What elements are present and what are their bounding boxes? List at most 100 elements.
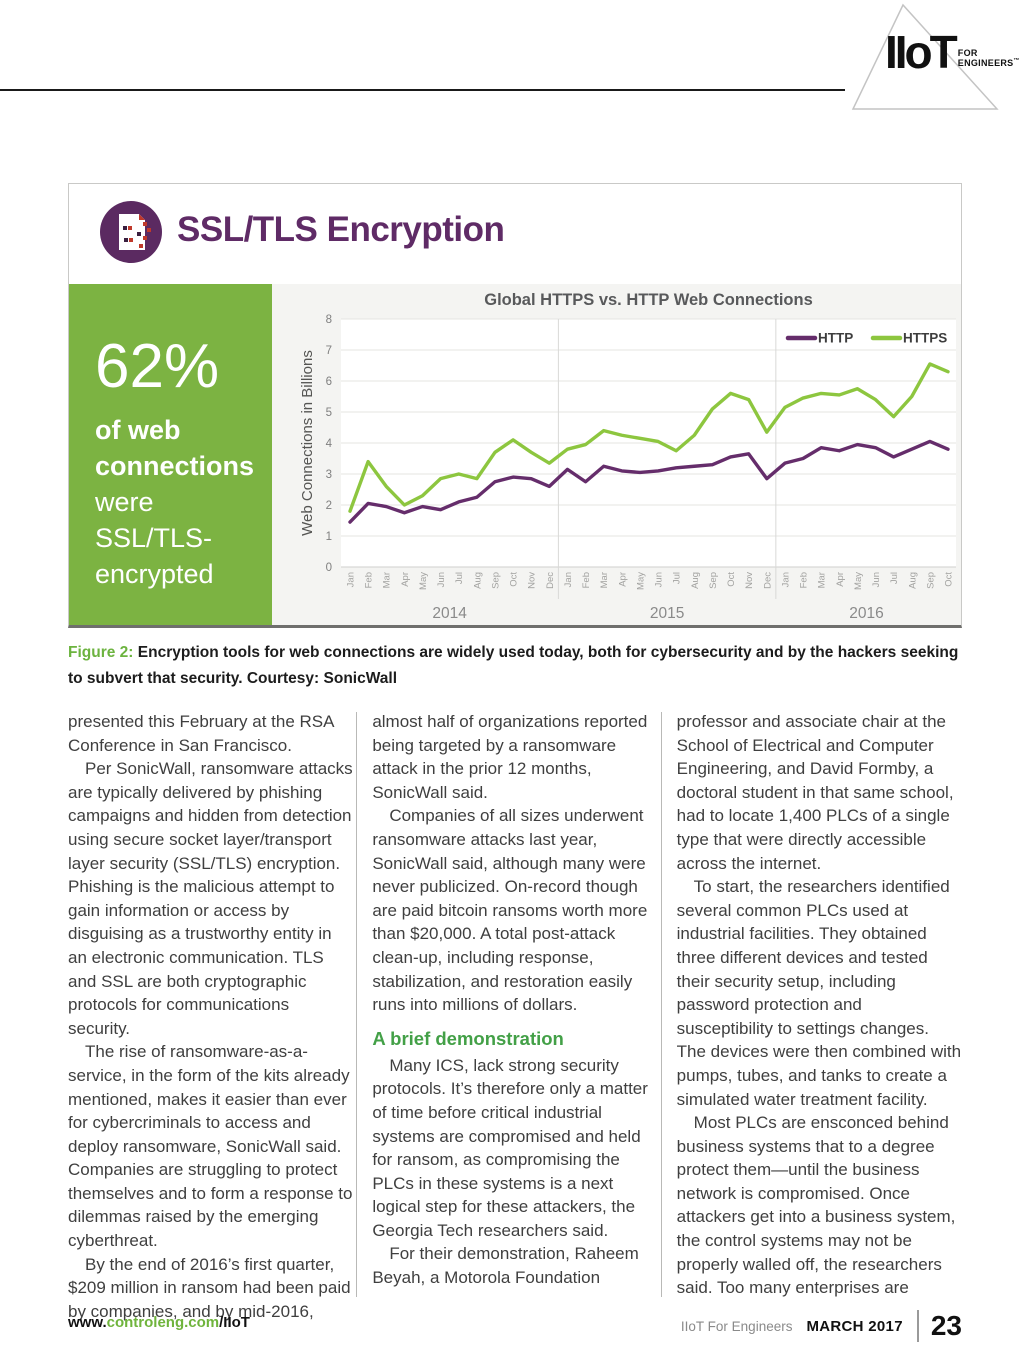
figure-2: SSL/TLS Encryption 62% of web connections… (68, 183, 962, 628)
page-footer: www.controleng.com/IIoT IIoT For Enginee… (68, 1306, 962, 1346)
stat-line: SSL/TLS- (95, 523, 213, 553)
footer-issue: MARCH 2017 (806, 1317, 903, 1335)
y-tick-label: 2 (326, 500, 332, 512)
logo-subtitle: FOR ENGINEERS™ (957, 47, 1020, 69)
chart-title: Global HTTPS vs. HTTP Web Connections (484, 291, 813, 309)
month-label: May (635, 572, 646, 590)
article-paragraph: To start, the researchers identified sev… (676, 877, 962, 1109)
month-label: Jun (436, 572, 447, 587)
month-label: Jan (780, 572, 791, 587)
month-label: Mar (382, 572, 393, 588)
month-label: Oct (944, 572, 955, 587)
year-label: 2015 (650, 605, 684, 622)
y-tick-label: 7 (326, 345, 332, 357)
month-label: Sep (490, 572, 501, 589)
chart-series-HTTPS (348, 362, 950, 513)
article-paragraph: Per SonicWall, ransomware attacks are ty… (68, 759, 353, 1038)
month-label: Apr (835, 572, 846, 587)
stat-line: were (95, 487, 154, 517)
article-column-2: almost half of organizations reported be… (372, 710, 657, 1323)
stat-bold-text: of web connections (95, 412, 272, 484)
column-divider (356, 712, 357, 1297)
footer-url[interactable]: www.controleng.com/IIoT (68, 1314, 250, 1331)
article-column-1: presented this February at the RSA Confe… (68, 710, 353, 1323)
month-label: Aug (907, 572, 918, 589)
footer-right: IIoT For Engineers MARCH 2017 23 (681, 1306, 962, 1346)
article-paragraph: Companies of all sizes underwent ransomw… (372, 806, 648, 1015)
figure-header: SSL/TLS Encryption (69, 184, 961, 284)
figure-body: 62% of web connections were SSL/TLS-encryp… (69, 284, 961, 625)
article-column-3: professor and associate chair at the Sch… (677, 710, 962, 1323)
month-label: Dec (762, 572, 773, 589)
article-paragraph: The rise of ransomware-as-a-service, in … (68, 1042, 353, 1251)
month-label: Apr (400, 572, 411, 587)
month-label: Jul (889, 572, 900, 584)
figure-caption: Figure 2: Encryption tools for web conne… (68, 640, 960, 692)
month-label: Nov (744, 572, 755, 589)
month-label: Jan (563, 572, 574, 587)
month-label: Oct (509, 572, 520, 587)
y-tick-label: 6 (326, 376, 332, 388)
month-label: Apr (617, 572, 628, 587)
footer-divider (916, 1310, 919, 1342)
logo-sub-engineers: ENGINEERS (957, 58, 1014, 69)
figure-caption-text: Encryption tools for web connections are… (68, 644, 959, 687)
iiot-logo: IIoT FOR ENGINEERS™ (845, 3, 1019, 113)
https-http-chart: 0 1 2 3 4 5 6 7 8 2014 2015 2016 Jan Feb Mar Apr May Jun J… (272, 284, 961, 625)
y-axis-label: Web Connections in Billions (299, 350, 316, 536)
month-label: May (418, 572, 429, 590)
encrypted-file-icon (100, 201, 162, 263)
footer-url-suffix: /IIoT (219, 1314, 250, 1331)
month-label: Jul (672, 572, 683, 584)
legend-label-HTTPS: HTTPS (903, 331, 947, 346)
month-label: Aug (472, 572, 483, 589)
page-number: 23 (930, 1310, 962, 1341)
stat-line: connections (95, 451, 255, 481)
footer-url-prefix: www. (68, 1314, 107, 1331)
section-heading: A brief demonstration (372, 1027, 564, 1049)
article-paragraph: professor and associate chair at the Sch… (676, 712, 954, 873)
article-paragraph: By the end of 2016’s first quarter, $209… (68, 1254, 351, 1321)
month-label: Jun (871, 572, 882, 587)
year-label: 2016 (849, 605, 883, 622)
month-label: Jul (454, 572, 465, 584)
month-label: Jan (346, 572, 357, 587)
footer-url-domain: controleng.com (106, 1314, 220, 1331)
chart-series-HTTP (348, 439, 950, 524)
month-label: Sep (708, 572, 719, 589)
y-tick-label: 5 (326, 407, 332, 419)
month-label: Feb (581, 572, 592, 588)
footer-publication: IIoT For Engineers (680, 1318, 793, 1334)
stat-normal-text: were SSL/TLS-encrypted (95, 484, 272, 592)
figure-caption-label: Figure 2: (68, 644, 134, 661)
logo-sub-for: FOR (957, 47, 978, 58)
trademark-symbol: ™ (1013, 58, 1020, 65)
column-divider (661, 712, 662, 1297)
month-label: Mar (599, 572, 610, 588)
y-tick-label: 1 (326, 531, 332, 543)
month-label: Mar (817, 572, 828, 588)
legend-label-HTTP: HTTP (818, 331, 853, 346)
article-paragraph: Most PLCs are ensconced behind business … (676, 1113, 956, 1298)
chart-svg: 0 1 2 3 4 5 6 7 8 2014 2015 2016 Jan Feb Mar Apr May Jun J… (299, 291, 956, 622)
month-label: Nov (527, 572, 538, 589)
article-paragraph: For their demonstration, Raheem Beyah, a… (372, 1244, 639, 1288)
y-tick-label: 4 (326, 438, 333, 450)
stat-line: of web (95, 415, 181, 445)
logo-wordmark: IIoT (885, 26, 958, 78)
article-columns: presented this February at the RSA Confe… (68, 710, 962, 1323)
header-rule (0, 89, 845, 91)
month-label: Feb (799, 572, 810, 588)
logo-triangle-icon (851, 3, 999, 110)
article-paragraph: Many ICS, lack strong security protocols… (372, 1055, 648, 1240)
month-label: May (853, 572, 864, 590)
month-label: Aug (690, 572, 701, 589)
y-tick-label: 3 (326, 469, 332, 481)
article-paragraph: presented this February at the RSA Confe… (68, 712, 334, 755)
logo-text: IIoT FOR ENGINEERS™ (885, 26, 1020, 78)
month-label: Jun (654, 572, 665, 587)
month-label: Sep (925, 572, 936, 589)
month-label: Oct (726, 572, 737, 587)
stat-line: encrypted (95, 559, 214, 589)
